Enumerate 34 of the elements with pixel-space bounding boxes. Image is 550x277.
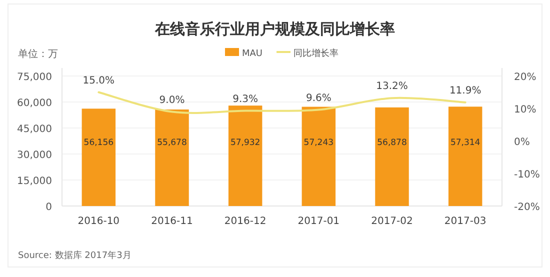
- y2-tick-label: -10%: [514, 170, 540, 180]
- y-tick-label: 30,000: [17, 150, 52, 161]
- x-tick-label: 2017-03: [444, 216, 486, 227]
- data-label: 9.0%: [159, 94, 185, 106]
- legend-label: 同比增长率: [294, 48, 339, 59]
- y2-tick-label: -20%: [514, 202, 540, 213]
- y-axis-title: 单位：万: [18, 48, 58, 60]
- x-tick-label: 2017-02: [371, 216, 413, 227]
- x-tick-label: 2016-12: [224, 216, 266, 227]
- source-note: Source: 数据库 2017年3月: [18, 250, 132, 261]
- data-label: 57,243: [304, 138, 334, 148]
- y-tick-label: 0: [46, 202, 52, 213]
- data-label: 57,932: [230, 138, 260, 148]
- y-tick-label: 45,000: [17, 124, 52, 135]
- data-label: 9.3%: [232, 94, 258, 105]
- y-tick-label: 15,000: [17, 176, 52, 187]
- y2-tick-label: 20%: [514, 72, 536, 83]
- data-label: 56,156: [84, 138, 114, 148]
- x-tick-label: 2016-10: [78, 216, 120, 227]
- x-tick-label: 2016-11: [151, 216, 193, 227]
- data-label: 55,678: [157, 138, 187, 148]
- x-tick-label: 2017-01: [298, 216, 340, 227]
- y-tick-label: 60,000: [17, 98, 52, 109]
- y2-tick-label: 0%: [514, 137, 530, 148]
- data-label: 56,878: [377, 138, 407, 148]
- legend-label: MAU: [242, 49, 263, 59]
- data-label: 15.0%: [82, 75, 115, 86]
- y-tick-label: 75,000: [17, 72, 52, 83]
- data-label: 11.9%: [449, 85, 482, 96]
- chart-title: 在线音乐行业用户规模及同比增长率: [154, 20, 395, 38]
- y2-tick-label: 10%: [514, 104, 536, 116]
- data-label: 13.2%: [376, 81, 408, 92]
- data-label: 9.6%: [306, 92, 332, 104]
- data-label: 57,314: [450, 138, 480, 148]
